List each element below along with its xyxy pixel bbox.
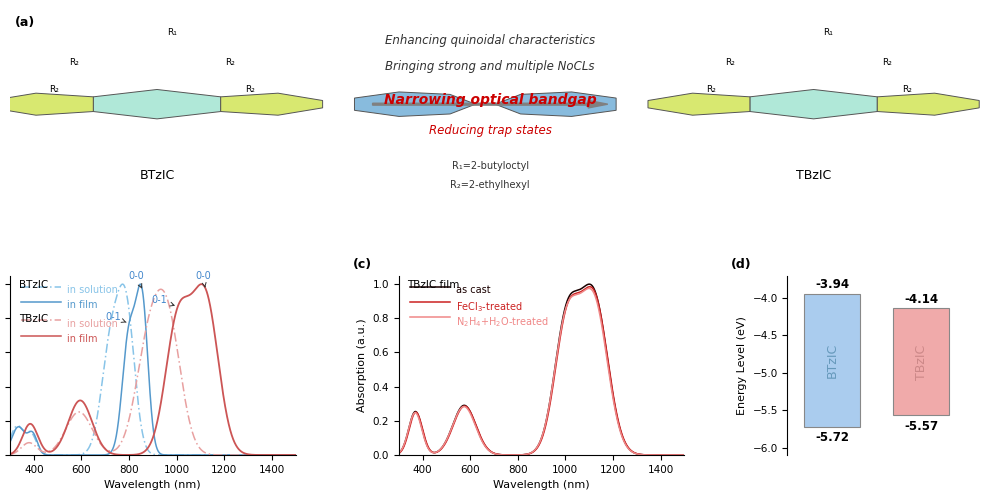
FancyBboxPatch shape xyxy=(804,294,860,426)
Polygon shape xyxy=(221,93,323,115)
Text: R₂: R₂ xyxy=(725,58,735,67)
Text: N$_2$H$_4$+H$_2$O-treated: N$_2$H$_4$+H$_2$O-treated xyxy=(456,316,548,330)
Polygon shape xyxy=(750,90,877,119)
Text: -4.14: -4.14 xyxy=(904,292,938,306)
Text: in film: in film xyxy=(67,334,98,344)
FancyBboxPatch shape xyxy=(893,308,949,416)
Text: in solution: in solution xyxy=(67,285,118,295)
Text: R₂: R₂ xyxy=(226,58,235,67)
Text: R₂=2-ethylhexyl: R₂=2-ethylhexyl xyxy=(450,180,530,190)
Polygon shape xyxy=(93,90,221,119)
Text: R₂: R₂ xyxy=(706,84,716,94)
Text: (d): (d) xyxy=(731,258,751,272)
Polygon shape xyxy=(648,93,750,115)
X-axis label: Wavelength (nm): Wavelength (nm) xyxy=(104,480,201,490)
Text: BTzIC: BTzIC xyxy=(826,342,839,378)
Text: R₁: R₁ xyxy=(823,28,833,37)
Text: in film: in film xyxy=(67,300,98,310)
Y-axis label: Absorption (a.u.): Absorption (a.u.) xyxy=(357,318,367,412)
Text: R₂: R₂ xyxy=(882,58,892,67)
Text: BTzIC: BTzIC xyxy=(139,170,175,182)
Text: in solution: in solution xyxy=(67,318,118,328)
Text: (c): (c) xyxy=(353,258,372,272)
Text: R₂: R₂ xyxy=(902,84,912,94)
Text: -3.94: -3.94 xyxy=(815,278,849,290)
Text: Bringing strong and multiple NoCLs: Bringing strong and multiple NoCLs xyxy=(385,60,595,73)
Text: 0-1: 0-1 xyxy=(151,295,174,306)
Text: FeCl$_3$-treated: FeCl$_3$-treated xyxy=(456,300,522,314)
Text: Enhancing quinoidal characteristics: Enhancing quinoidal characteristics xyxy=(385,34,595,46)
FancyArrow shape xyxy=(373,100,608,108)
Text: Narrowing optical bandgap: Narrowing optical bandgap xyxy=(384,94,597,108)
Text: R₂: R₂ xyxy=(245,84,255,94)
Text: TBzIC: TBzIC xyxy=(796,170,831,182)
Text: 0-0: 0-0 xyxy=(195,271,211,287)
Polygon shape xyxy=(495,92,616,116)
Text: Reducing trap states: Reducing trap states xyxy=(429,124,552,137)
Text: R₂: R₂ xyxy=(49,84,59,94)
Text: TBzIC: TBzIC xyxy=(19,314,48,324)
Polygon shape xyxy=(354,92,476,116)
Text: TBzIC: TBzIC xyxy=(915,344,928,380)
Text: TBzIC film: TBzIC film xyxy=(407,280,460,290)
X-axis label: Wavelength (nm): Wavelength (nm) xyxy=(493,480,590,490)
Text: R₁=2-butyloctyl: R₁=2-butyloctyl xyxy=(452,162,529,172)
Text: -5.57: -5.57 xyxy=(904,420,938,433)
Text: R₂: R₂ xyxy=(69,58,79,67)
Polygon shape xyxy=(877,93,979,115)
Text: 0-0: 0-0 xyxy=(128,271,144,288)
Text: as cast: as cast xyxy=(456,285,490,295)
Text: 0-1: 0-1 xyxy=(105,312,126,322)
Text: R₁: R₁ xyxy=(167,28,177,37)
Polygon shape xyxy=(0,93,93,115)
Text: -5.72: -5.72 xyxy=(815,431,849,444)
Text: BTzIC: BTzIC xyxy=(19,280,48,290)
Y-axis label: Energy Level (eV): Energy Level (eV) xyxy=(737,316,747,414)
Text: (a): (a) xyxy=(15,16,35,28)
